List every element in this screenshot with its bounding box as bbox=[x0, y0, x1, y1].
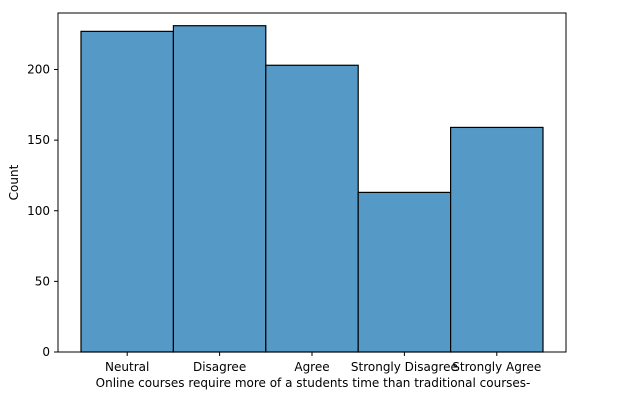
y-axis-label: Count bbox=[7, 164, 21, 200]
x-tick-label: Agree bbox=[294, 360, 329, 374]
bar-neutral bbox=[80, 30, 175, 353]
bar-agree bbox=[265, 64, 359, 353]
bar-disagree bbox=[172, 25, 267, 353]
y-tick-label: 150 bbox=[27, 133, 50, 147]
x-tick-label: Strongly Agree bbox=[452, 360, 541, 374]
x-axis-label: Online courses require more of a student… bbox=[96, 376, 531, 390]
y-axis: 0 50 100 150 200 bbox=[27, 63, 58, 359]
bar-strongly-disagree bbox=[357, 191, 452, 353]
x-tick-label: Neutral bbox=[105, 360, 149, 374]
bars-layer bbox=[80, 25, 544, 353]
bar-strongly-agree bbox=[450, 126, 544, 353]
x-tick-label: Disagree bbox=[193, 360, 246, 374]
y-tick-label: 50 bbox=[35, 274, 50, 288]
y-tick-label: 100 bbox=[27, 204, 50, 218]
y-tick-label: 200 bbox=[27, 63, 50, 77]
y-tick-label: 0 bbox=[42, 345, 50, 359]
x-axis: Neutral Disagree Agree Strongly DisagreeStr… bbox=[105, 352, 541, 374]
x-tick-label: Strongly Disagree bbox=[351, 360, 458, 374]
